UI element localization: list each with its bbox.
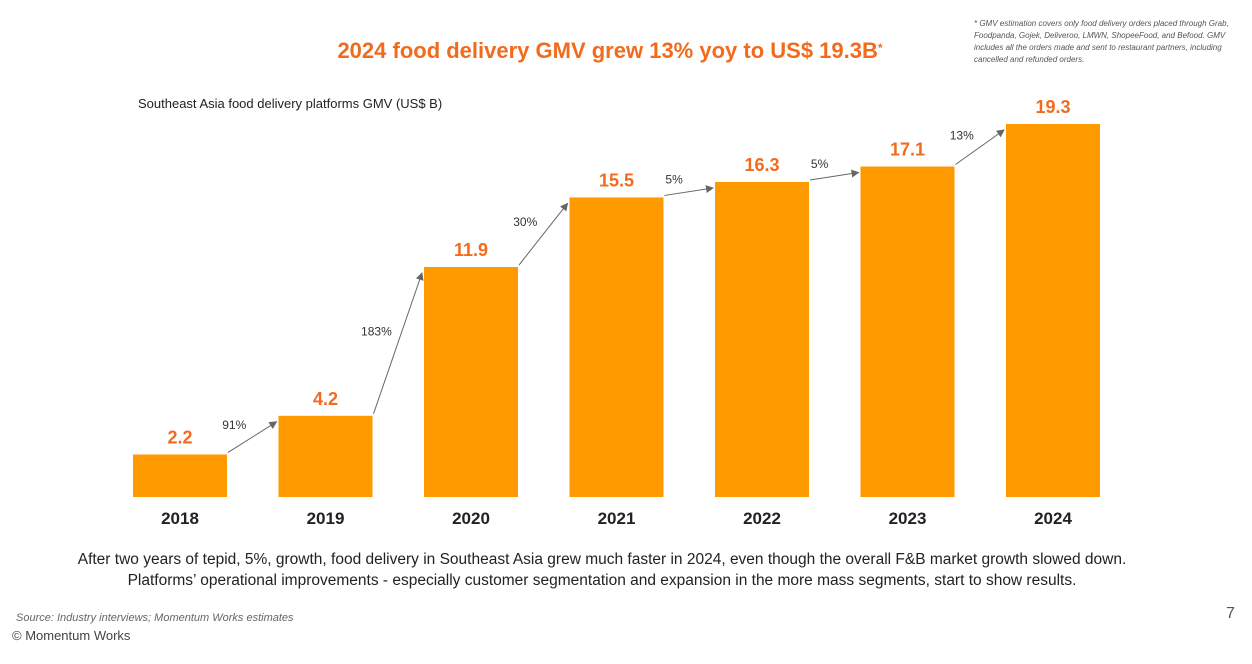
value-label-2023: 17.1 [890,140,925,160]
growth-label-2020: 183% [361,324,392,338]
value-label-2020: 11.9 [454,240,488,260]
caption-line-2: Platforms’ operational improvements - es… [127,572,1077,589]
gmv-footnote: * GMV estimation covers only food delive… [974,19,1229,64]
growth-label-2022: 5% [665,173,683,187]
caption-line-1: After two years of tepid, 5%, growth, fo… [77,551,1127,568]
value-label-2021: 15.5 [599,170,634,190]
chart-subtitle: Southeast Asia food delivery platforms G… [138,96,443,111]
bar-2022 [715,181,809,497]
chart-title: 2024 food delivery GMV grew 13% yoy to U… [337,38,883,63]
growth-arrow-2019 [227,421,278,453]
bar-2018 [133,454,227,497]
bar-chart: 2.2 2018 4.2 2019 11.9 2020 15.5 2021 16.3 2022 17… [133,97,1100,528]
growth-label-2021: 30% [513,215,537,229]
value-label-2019: 4.2 [313,389,338,409]
category-label-2018: 2018 [161,509,199,528]
source-note: Source: Industry interviews; Momentum Wo… [16,612,294,624]
chart-caption: After two years of tepid, 5%, growth, fo… [0,549,1204,591]
growth-arrow-2021 [518,202,569,266]
bar-2021 [569,197,664,497]
value-label-2018: 2.2 [167,427,192,447]
page-number: 7 [1226,605,1235,622]
category-label-2024: 2024 [1034,509,1072,528]
category-label-2023: 2023 [889,509,927,528]
bar-2020 [424,267,518,497]
bar-2024 [1006,124,1100,497]
value-label-2024: 19.3 [1035,97,1070,117]
title-footnote-marker: * [877,41,883,55]
growth-arrow-2020 [373,272,424,414]
growth-arrow-2024 [955,129,1005,165]
category-label-2020: 2020 [452,509,490,528]
value-label-2022: 16.3 [744,155,779,175]
bar-2019 [278,415,373,497]
category-label-2021: 2021 [598,509,636,528]
bar-2023 [860,166,955,497]
category-label-2019: 2019 [307,509,345,528]
growth-arrow-2022 [664,185,714,196]
growth-label-2019: 91% [222,418,246,432]
growth-arrow-2023 [809,169,860,181]
category-label-2022: 2022 [743,509,781,528]
copyright: © Momentum Works [12,628,131,643]
growth-label-2023: 5% [811,157,829,171]
growth-label-2024: 13% [950,128,974,142]
